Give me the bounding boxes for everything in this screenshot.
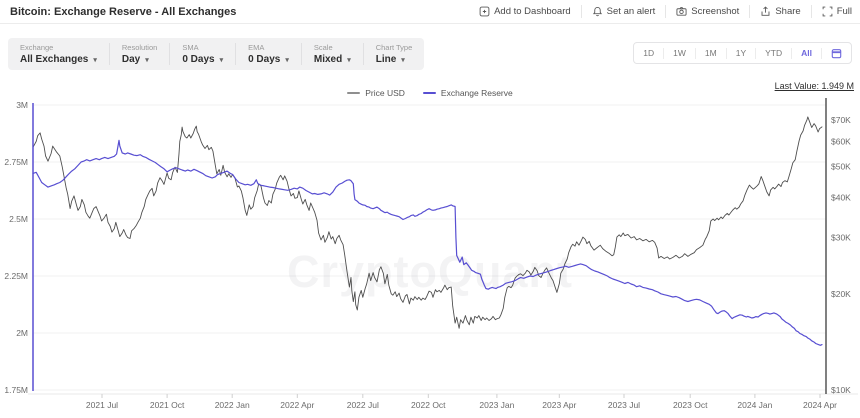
y-left-tick-label: 2M — [16, 328, 28, 338]
scale-dropdown[interactable]: Scale Mixed ▾ — [302, 43, 364, 65]
fullscreen-icon — [822, 6, 833, 17]
chevron-down-icon: ▾ — [285, 56, 289, 64]
scale-label: Scale — [313, 43, 333, 52]
sma-dropdown[interactable]: SMA 0 Days ▾ — [170, 43, 237, 65]
header-actions: Add to Dashboard Set an alert Screenshot… — [479, 5, 852, 18]
x-tick-label: 2021 Oct — [150, 400, 185, 410]
range-selector: 1D 1W 1M 1Y YTD All — [633, 42, 852, 64]
divider — [665, 5, 667, 18]
calendar-icon — [831, 48, 842, 59]
share-label: Share — [775, 6, 801, 17]
y-right-tick-label: $60K — [831, 136, 851, 146]
exchange-label: Exchange — [20, 43, 54, 52]
range-button-1d[interactable]: 1D — [634, 43, 663, 63]
series-line-exchange-reserve — [32, 139, 823, 346]
legend-item-exchange-reserve[interactable]: Exchange Reserve — [422, 88, 513, 98]
x-tick-label: 2023 Jan — [479, 400, 514, 410]
set-alert-label: Set an alert — [606, 6, 656, 17]
y-left-tick-label: 2.5M — [9, 214, 28, 224]
ema-label: EMA — [248, 43, 265, 52]
exchange-reserve-swatch — [422, 92, 436, 94]
divider — [749, 5, 751, 18]
fullscreen-button[interactable]: Full — [822, 6, 852, 17]
price-usd-legend-label: Price USD — [365, 88, 405, 98]
x-tick-label: 2023 Apr — [542, 400, 576, 410]
chevron-down-icon: ▾ — [93, 56, 97, 64]
y-right-tick-label: $70K — [831, 115, 851, 125]
x-tick-label: 2022 Oct — [411, 400, 446, 410]
x-tick-label: 2022 Jul — [347, 400, 379, 410]
range-button-1y[interactable]: 1Y — [727, 43, 755, 63]
page-title: Bitcoin: Exchange Reserve - All Exchange… — [10, 5, 237, 18]
x-tick-label: 2023 Oct — [673, 400, 708, 410]
set-alert-button[interactable]: Set an alert — [592, 6, 656, 17]
chevron-down-icon: ▾ — [219, 56, 224, 64]
dashboard-add-icon — [479, 6, 490, 17]
add-to-dashboard-label: Add to Dashboard — [494, 6, 571, 17]
y-left-tick-label: 1.75M — [4, 385, 28, 395]
last-value-label[interactable]: Last Value: 1.949 M — [774, 81, 854, 91]
chart-type-dropdown[interactable]: Chart Type Line ▾ — [364, 43, 425, 65]
chevron-down-icon: ▾ — [145, 56, 149, 64]
fullscreen-label: Full — [836, 6, 852, 17]
y-right-tick-label: $30K — [831, 233, 851, 243]
x-tick-label: 2022 Apr — [280, 400, 314, 410]
share-icon — [760, 6, 771, 17]
series-line-price-usd — [32, 116, 823, 329]
range-button-ytd[interactable]: YTD — [756, 43, 791, 63]
exchange-value: All Exchanges — [20, 54, 89, 65]
y-right-tick-label: $40K — [831, 193, 851, 203]
share-button[interactable]: Share — [760, 6, 801, 17]
resolution-value: Day — [121, 54, 141, 65]
y-right-tick-label: $20K — [831, 289, 851, 299]
y-left-tick-label: 3M — [16, 100, 28, 110]
x-tick-label: 2024 Jan — [737, 400, 772, 410]
ema-dropdown[interactable]: EMA 0 Days ▾ — [236, 43, 302, 65]
range-button-1m[interactable]: 1M — [696, 43, 726, 63]
exchange-reserve-legend-label: Exchange Reserve — [440, 88, 513, 98]
y-left-tick-label: 2.25M — [4, 271, 28, 281]
screenshot-label: Screenshot — [691, 6, 740, 17]
sma-value: 0 Days — [182, 54, 215, 65]
exchange-dropdown[interactable]: Exchange All Exchanges ▾ — [8, 43, 110, 65]
x-tick-label: 2024 Apr — [803, 400, 837, 410]
divider — [580, 5, 582, 18]
y-right-tick-label: $10K — [831, 385, 851, 395]
scale-value: Mixed — [313, 54, 343, 65]
chart-canvas[interactable]: CryptoQuant 2021 Jul 2021 Oct 2022 Jan 2022 … — [0, 95, 860, 418]
header-bar: Bitcoin: Exchange Reserve - All Exchange… — [0, 0, 860, 24]
legend-item-price-usd[interactable]: Price USD — [347, 88, 405, 98]
divider — [755, 47, 757, 59]
add-to-dashboard-button[interactable]: Add to Dashboard — [479, 6, 571, 17]
price-usd-swatch — [347, 92, 361, 94]
chart-controls: Exchange All Exchanges ▾ Resolution Day ▾ … — [8, 38, 425, 70]
x-tick-label: 2021 Jul — [86, 400, 118, 410]
legend: Price USD Exchange Reserve — [0, 81, 860, 99]
divider — [663, 47, 665, 59]
x-tick-label: 2022 Jan — [215, 400, 250, 410]
screenshot-button[interactable]: Screenshot — [676, 6, 739, 17]
chart-type-value: Line — [375, 54, 397, 65]
chart-type-label: Chart Type — [375, 43, 413, 52]
calendar-button[interactable] — [822, 43, 851, 63]
divider — [810, 5, 812, 18]
divider — [791, 47, 793, 59]
sma-label: SMA — [182, 43, 199, 52]
watermark-text: CryptoQuant — [287, 246, 573, 297]
divider — [694, 47, 696, 59]
resolution-dropdown[interactable]: Resolution Day ▾ — [110, 43, 171, 65]
y-left-tick-label: 2.75M — [4, 157, 28, 167]
range-button-all[interactable]: All — [792, 43, 821, 63]
chevron-down-icon: ▾ — [347, 56, 351, 64]
y-right-tick-label: $50K — [831, 162, 851, 172]
divider — [725, 47, 727, 59]
bell-icon — [592, 6, 603, 17]
chevron-down-icon: ▾ — [401, 56, 405, 64]
resolution-label: Resolution — [121, 43, 158, 52]
camera-icon — [676, 6, 687, 17]
x-tick-label: 2023 Jul — [608, 400, 640, 410]
ema-value: 0 Days — [248, 54, 281, 65]
divider — [821, 47, 822, 59]
range-button-1w[interactable]: 1W — [664, 43, 695, 63]
